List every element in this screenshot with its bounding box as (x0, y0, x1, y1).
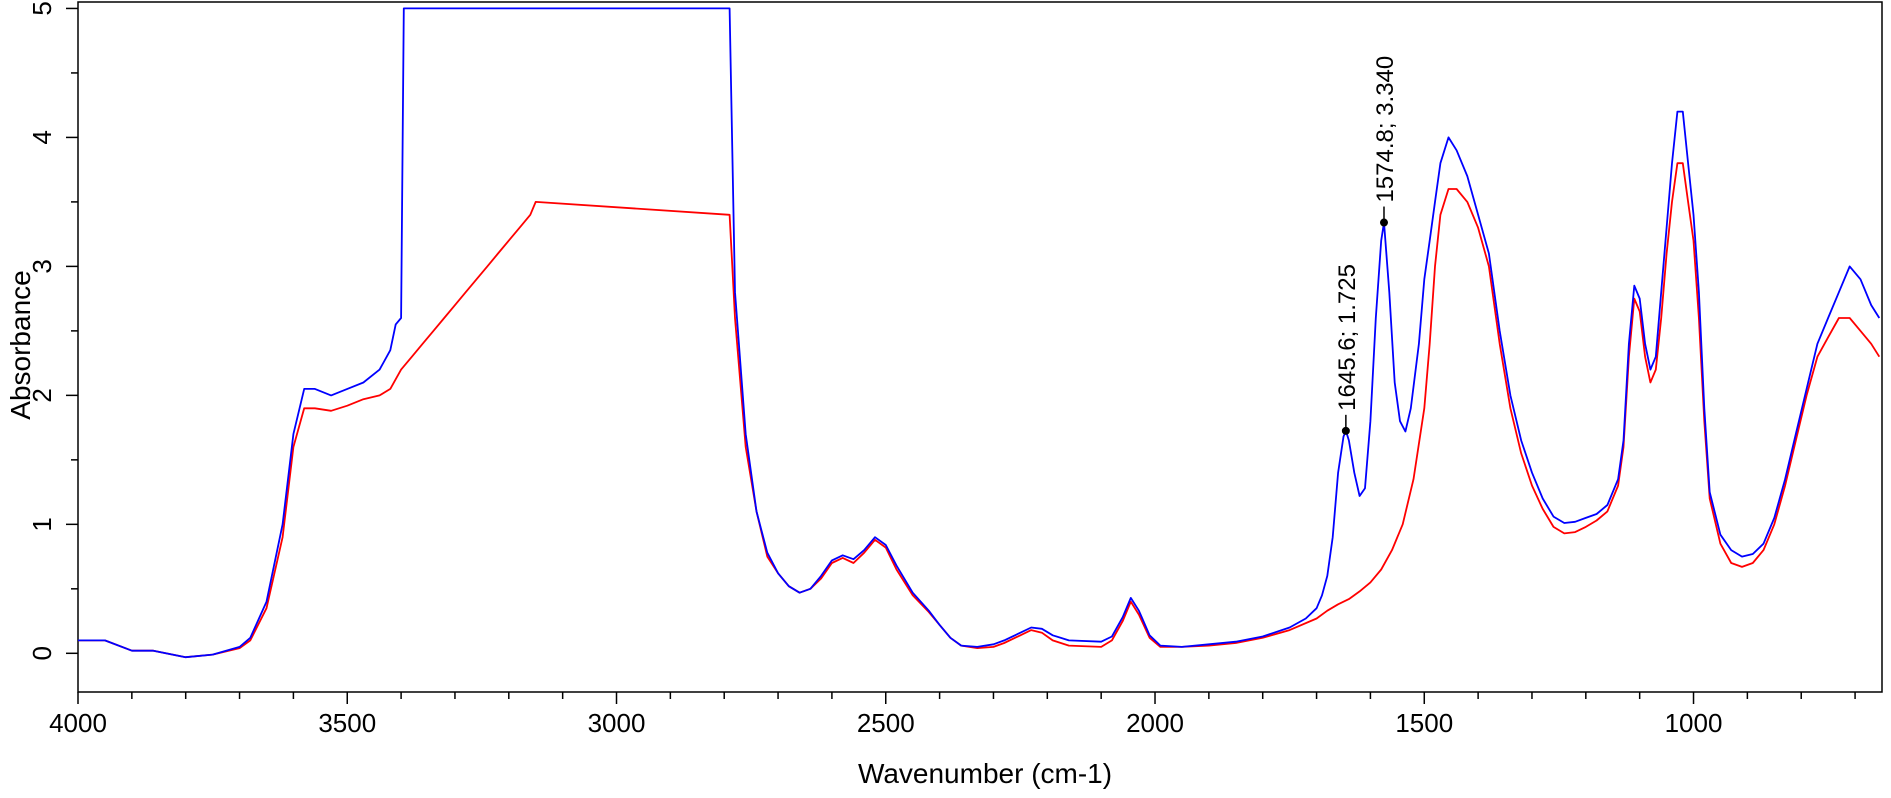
y-tick-label: 5 (27, 1, 57, 15)
y-tick-label: 4 (27, 130, 57, 144)
annotations-group: 1645.6; 1.725 1574.8; 3.340 (1334, 56, 1399, 435)
y-tick-label: 1 (27, 517, 57, 531)
plot-frame (77, 1, 1883, 693)
x-tick-label: 3000 (588, 708, 646, 738)
axes-group: 4000 3500 3000 2500 2000 1500 1000 0 1 2 3 4 5 (27, 1, 1856, 738)
y-tick-label: 0 (27, 646, 57, 660)
y-tick-label: 2 (27, 388, 57, 402)
x-tick-label: 2000 (1126, 708, 1184, 738)
y-tick-label: 3 (27, 259, 57, 273)
peak-label-1: 1574.8; 3.340 (1372, 56, 1399, 203)
x-axis-label: Wavenumber (cm-1) (858, 758, 1112, 789)
x-tick-label: 1000 (1665, 708, 1723, 738)
x-tick-label: 2500 (857, 708, 915, 738)
x-tick-label: 4000 (49, 708, 107, 738)
series-line-1 (78, 7, 1881, 659)
plot-area (77, 1, 1883, 693)
series-group (78, 7, 1881, 659)
y-axis-label: Absorbance (5, 270, 36, 419)
peak-label-0: 1645.6; 1.725 (1334, 264, 1361, 411)
series-line-0 (78, 162, 1881, 659)
x-tick-label: 3500 (318, 708, 376, 738)
x-tick-label: 1500 (1395, 708, 1453, 738)
